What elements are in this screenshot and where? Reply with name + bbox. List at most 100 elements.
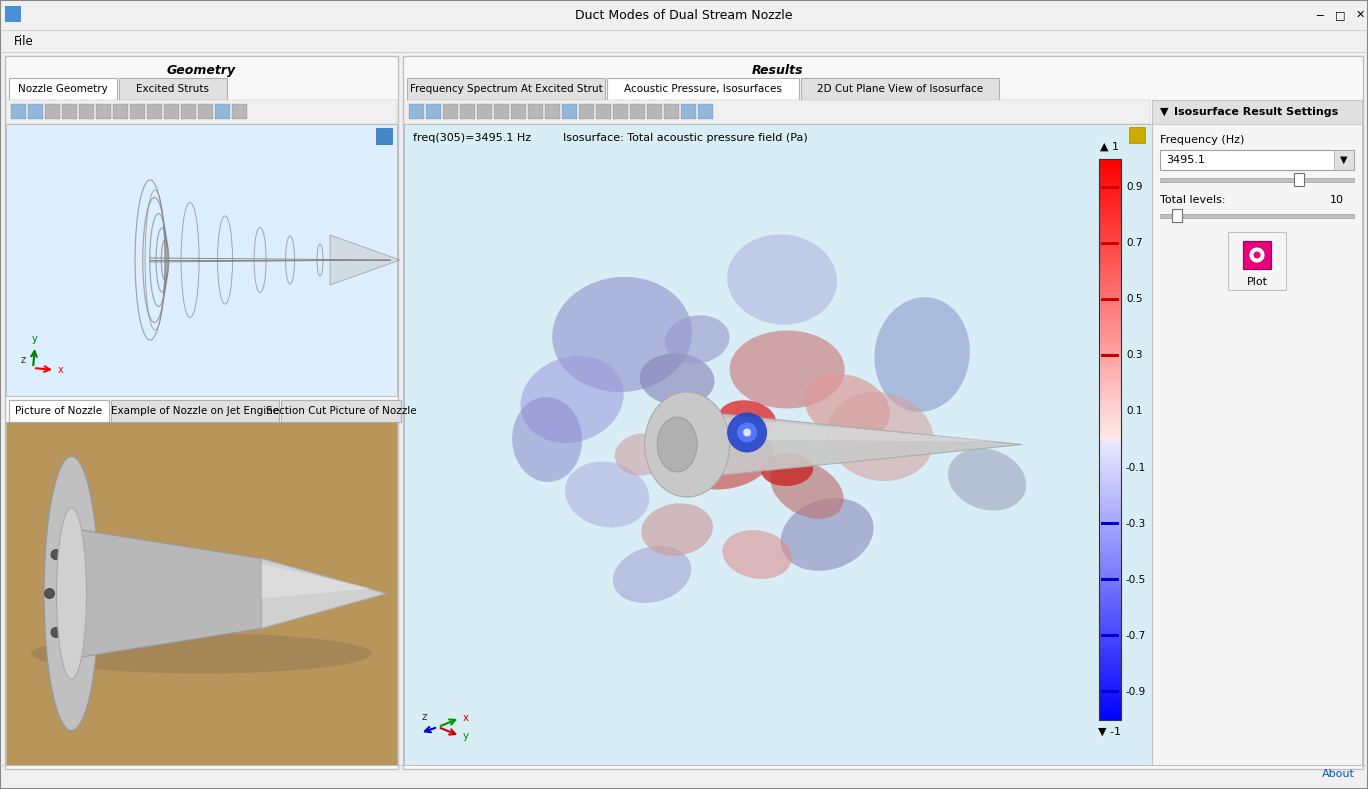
Bar	[1099, 548, 1120, 551]
Ellipse shape	[657, 417, 698, 472]
Bar	[1099, 277, 1120, 279]
Text: Nozzle Geometry: Nozzle Geometry	[18, 84, 108, 94]
Bar	[1099, 520, 1120, 523]
Bar	[1099, 252, 1120, 256]
Polygon shape	[261, 563, 372, 599]
Bar	[562, 104, 577, 119]
Bar	[1099, 221, 1120, 223]
Bar	[1099, 174, 1120, 177]
Bar	[528, 104, 543, 119]
Bar	[1099, 671, 1120, 675]
Bar	[1099, 340, 1120, 343]
Text: -0.3: -0.3	[1126, 518, 1146, 529]
Ellipse shape	[665, 316, 729, 364]
Bar	[1099, 531, 1120, 534]
Bar	[1099, 630, 1120, 633]
Bar	[1099, 282, 1120, 286]
Bar	[1101, 578, 1119, 581]
Bar	[1099, 333, 1120, 336]
Bar	[1099, 210, 1120, 212]
Bar	[1099, 428, 1120, 431]
Bar	[1099, 423, 1120, 425]
Bar	[1099, 621, 1120, 624]
Bar	[1099, 402, 1120, 405]
Bar	[1129, 127, 1145, 143]
Circle shape	[51, 627, 62, 638]
Bar	[1099, 195, 1120, 197]
Circle shape	[743, 428, 751, 436]
Bar	[1099, 479, 1120, 481]
Bar	[1099, 539, 1120, 541]
Bar	[1099, 380, 1120, 383]
Bar	[1099, 176, 1120, 178]
Bar	[1099, 239, 1120, 242]
Bar	[1099, 168, 1120, 171]
Bar	[1099, 501, 1120, 504]
Bar	[1099, 234, 1120, 237]
Text: -0.1: -0.1	[1126, 462, 1146, 473]
Circle shape	[51, 550, 62, 559]
Bar	[1099, 662, 1120, 665]
Ellipse shape	[512, 397, 583, 482]
Bar	[425, 104, 440, 119]
Bar	[114, 104, 129, 119]
Text: -0.7: -0.7	[1126, 631, 1146, 641]
Bar	[1099, 451, 1120, 454]
Polygon shape	[330, 235, 399, 285]
Bar	[1099, 170, 1120, 173]
Bar	[1099, 667, 1120, 671]
Bar	[1099, 632, 1120, 635]
Bar	[1099, 522, 1120, 525]
Bar	[1160, 214, 1354, 218]
Bar	[1099, 484, 1120, 488]
Bar	[1099, 389, 1120, 392]
Text: 0.1: 0.1	[1126, 406, 1142, 417]
Bar	[1099, 510, 1120, 514]
Bar	[1099, 544, 1120, 547]
Bar	[1099, 589, 1120, 592]
Ellipse shape	[644, 392, 729, 497]
Ellipse shape	[770, 460, 844, 519]
Text: x: x	[462, 713, 469, 723]
Bar	[1099, 688, 1120, 691]
Bar	[1099, 406, 1120, 409]
Bar	[1099, 297, 1120, 301]
Bar	[1099, 243, 1120, 246]
Circle shape	[1253, 252, 1260, 259]
Bar	[1099, 540, 1120, 544]
Ellipse shape	[781, 498, 874, 571]
Bar	[1099, 245, 1120, 248]
Bar	[1099, 454, 1120, 458]
Bar	[1099, 241, 1120, 244]
Bar	[1099, 387, 1120, 390]
Bar	[477, 104, 492, 119]
Bar	[1099, 163, 1120, 166]
Bar	[1099, 281, 1120, 283]
Bar	[1099, 552, 1120, 555]
Bar	[494, 104, 509, 119]
Bar	[1099, 498, 1120, 500]
Bar	[1101, 353, 1119, 357]
Bar	[233, 104, 248, 119]
Text: Geometry: Geometry	[167, 63, 237, 77]
Text: □: □	[1335, 10, 1345, 20]
Bar	[1099, 213, 1120, 216]
Bar	[1099, 636, 1120, 639]
Bar	[1099, 580, 1120, 582]
Bar	[1099, 426, 1120, 429]
Text: Acoustic Pressure, Isosurfaces: Acoustic Pressure, Isosurfaces	[624, 84, 782, 94]
Bar	[1099, 613, 1120, 616]
Bar	[1099, 555, 1120, 559]
Bar	[1160, 150, 1354, 170]
Bar	[1099, 273, 1120, 276]
Bar	[1099, 595, 1120, 597]
Bar	[1099, 383, 1120, 387]
Bar	[1099, 473, 1120, 476]
Bar	[1099, 249, 1120, 252]
Text: 2D Cut Plane View of Isosurface: 2D Cut Plane View of Isosurface	[817, 84, 984, 94]
Bar	[1099, 550, 1120, 553]
Text: z: z	[21, 355, 26, 365]
Bar	[1099, 320, 1120, 323]
Bar	[512, 104, 527, 119]
Ellipse shape	[44, 456, 98, 731]
